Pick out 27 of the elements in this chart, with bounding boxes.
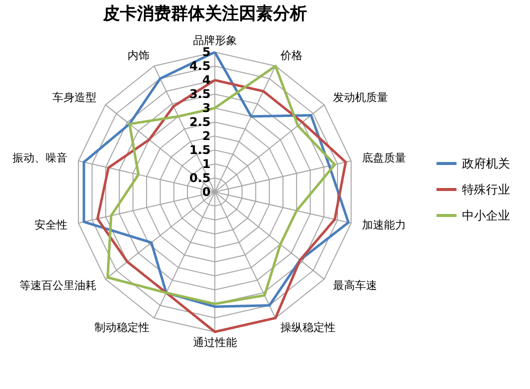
y-tick-label: 2 [202, 129, 211, 144]
spoke-label: 品牌形象 [192, 34, 237, 47]
spoke-label: 车身造型 [52, 90, 97, 104]
spoke-label: 等速百公里油耗 [20, 279, 97, 292]
y-tick-label: 4.5 [189, 59, 211, 74]
spoke-label: 发动机质量 [332, 90, 388, 104]
y-tick-label: 0.5 [189, 171, 211, 186]
legend-label: 特殊行业 [462, 182, 510, 196]
y-tick-label: 0 [202, 185, 211, 199]
spoke-label: 底盘质量 [362, 151, 406, 164]
y-tick-label: 1 [202, 157, 211, 172]
y-tick-label: 1.5 [189, 143, 211, 158]
y-tick-label: 2.5 [189, 115, 211, 130]
y-tick-label: 4 [202, 73, 211, 88]
spoke-label: 价格 [279, 48, 302, 62]
legend-label: 中小企业 [462, 208, 510, 222]
spoke-label: 制动稳定性 [94, 321, 150, 334]
spoke-label: 最高车速 [332, 279, 377, 292]
spoke-label: 内饰 [127, 48, 150, 62]
legend-label: 政府机关 [462, 156, 510, 170]
spoke-label: 通过性能 [192, 336, 237, 350]
spoke-label: 安全性 [34, 218, 68, 232]
spoke-label: 振动、噪音 [12, 151, 68, 164]
chart-title: 皮卡消费群体关注因素分析 [102, 4, 307, 24]
spoke-label: 操纵稳定性 [280, 321, 336, 334]
y-tick-label: 5 [202, 45, 211, 60]
spoke-label: 加速能力 [362, 218, 406, 232]
